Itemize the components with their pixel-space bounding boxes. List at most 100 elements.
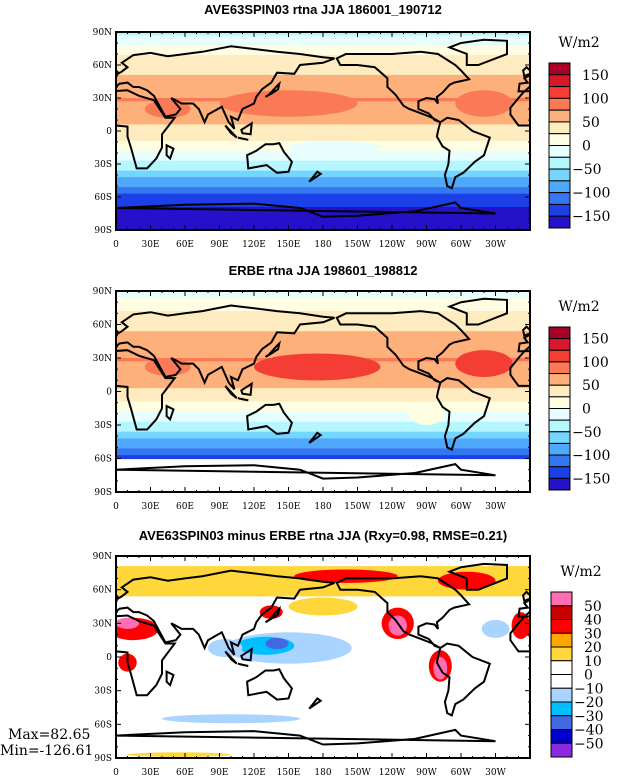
colorbar-swatch <box>548 97 571 111</box>
zonal-band <box>116 341 530 346</box>
colorbar-swatch <box>548 326 571 340</box>
zonal-band <box>116 714 530 719</box>
coastline <box>435 377 492 452</box>
coastline <box>435 642 492 717</box>
colorbar-label: 150 <box>582 68 609 84</box>
zonal-band <box>116 88 530 92</box>
colorbar-label: 30 <box>584 626 602 642</box>
zonal-band <box>116 134 530 139</box>
coastline <box>36 299 94 325</box>
y-tick-label: 60S <box>94 720 112 730</box>
zonal-band <box>116 455 530 460</box>
y-tick-label: 90S <box>94 488 112 498</box>
zonal-band <box>116 216 530 221</box>
zonal-band <box>116 337 530 342</box>
colorbar-label: 0 <box>582 402 591 418</box>
zonal-band <box>116 307 530 312</box>
zonal-band <box>116 724 530 729</box>
coastline <box>237 136 249 141</box>
coastline <box>264 605 281 624</box>
coastline <box>308 170 323 183</box>
field-anomaly <box>41 350 99 377</box>
x-tick-label: 120W <box>379 502 406 512</box>
colorbar-swatch <box>548 86 571 99</box>
zonal-band <box>116 445 530 450</box>
x-tick-label: 30W <box>485 768 506 778</box>
field-anomaly <box>219 90 358 117</box>
colorbar-label: −150 <box>572 471 610 487</box>
x-tick-label: 150E <box>277 240 301 250</box>
zonal-band <box>116 388 530 393</box>
map-panel-1: 0 30E 60E 90E 120E 150E 180 150W 120W 90W 60W 30W 90… <box>0 2 611 250</box>
field-anomaly <box>455 350 513 377</box>
zonal-band <box>116 311 530 316</box>
zonal-band <box>116 220 530 224</box>
zonal-band <box>116 137 530 142</box>
colorbar-swatch <box>548 408 571 421</box>
coastline <box>0 203 82 217</box>
x-tick-label: 60E <box>176 502 194 512</box>
coastline <box>116 304 335 390</box>
colorbar-swatch <box>550 701 573 717</box>
zonal-band <box>116 183 530 188</box>
coastline <box>246 141 294 174</box>
y-tick-label: 90S <box>94 754 112 764</box>
colorbar-swatch <box>550 646 573 662</box>
zonal-band <box>116 562 530 567</box>
zonal-band <box>116 737 530 742</box>
y-tick-label: 30S <box>94 687 112 697</box>
zonal-band <box>116 210 530 215</box>
panel-title: ERBE rtna JJA 198601_198812 <box>229 263 418 278</box>
field-anomaly <box>532 654 550 672</box>
zonal-band <box>116 304 530 309</box>
y-tick-label: 90N <box>93 552 112 562</box>
field-anomaly <box>265 637 289 650</box>
zonal-band <box>116 626 530 631</box>
zonal-band <box>116 154 530 158</box>
colorbar-label: 50 <box>582 378 600 394</box>
colorbar-swatch <box>550 591 573 607</box>
field-anomaly <box>409 402 444 426</box>
zonal-band <box>116 324 530 329</box>
colorbar-swatch <box>548 133 571 146</box>
zonal-band <box>116 411 530 416</box>
x-tick-label: 90E <box>210 768 228 778</box>
coastline <box>165 669 175 687</box>
field-anomaly <box>254 353 381 381</box>
field-anomaly <box>68 620 96 638</box>
zonal-band <box>116 418 530 423</box>
coastline <box>116 569 335 656</box>
y-tick-label: 30S <box>94 421 112 431</box>
coastline <box>23 644 76 716</box>
zonal-band <box>116 428 530 433</box>
x-tick-label: 150E <box>277 502 301 512</box>
x-tick-label: 120E <box>242 502 266 512</box>
zonal-band <box>116 404 530 409</box>
x-tick-label: 60E <box>176 240 194 250</box>
map-field <box>23 556 550 758</box>
colorbar-label: 50 <box>584 599 602 615</box>
zonal-band <box>116 697 530 702</box>
field-anomaly <box>162 714 300 724</box>
field-anomaly <box>455 90 513 117</box>
coastline <box>36 40 94 65</box>
zonal-band <box>116 401 530 406</box>
zonal-band <box>116 734 530 739</box>
colorbar-swatch <box>548 396 571 410</box>
colorbar-swatch <box>548 121 571 135</box>
coastline <box>116 349 177 431</box>
coastline <box>446 562 508 591</box>
coastline <box>237 662 249 667</box>
zonal-band <box>116 327 530 332</box>
colorbar-label: −20 <box>574 695 604 711</box>
map-panel-2: 0 30E 60E 90E 120E 150E 180 150W 120W 90W 60W 30W 90… <box>36 263 611 512</box>
colorbar-label: −100 <box>572 448 610 464</box>
zonal-band <box>116 707 530 712</box>
field-anomaly <box>24 572 82 590</box>
zonal-band <box>116 41 530 46</box>
colorbar-units: W/m2 <box>560 564 601 580</box>
zonal-band <box>116 700 530 705</box>
zonal-band <box>116 58 530 63</box>
x-tick-label: 60W <box>451 502 472 512</box>
